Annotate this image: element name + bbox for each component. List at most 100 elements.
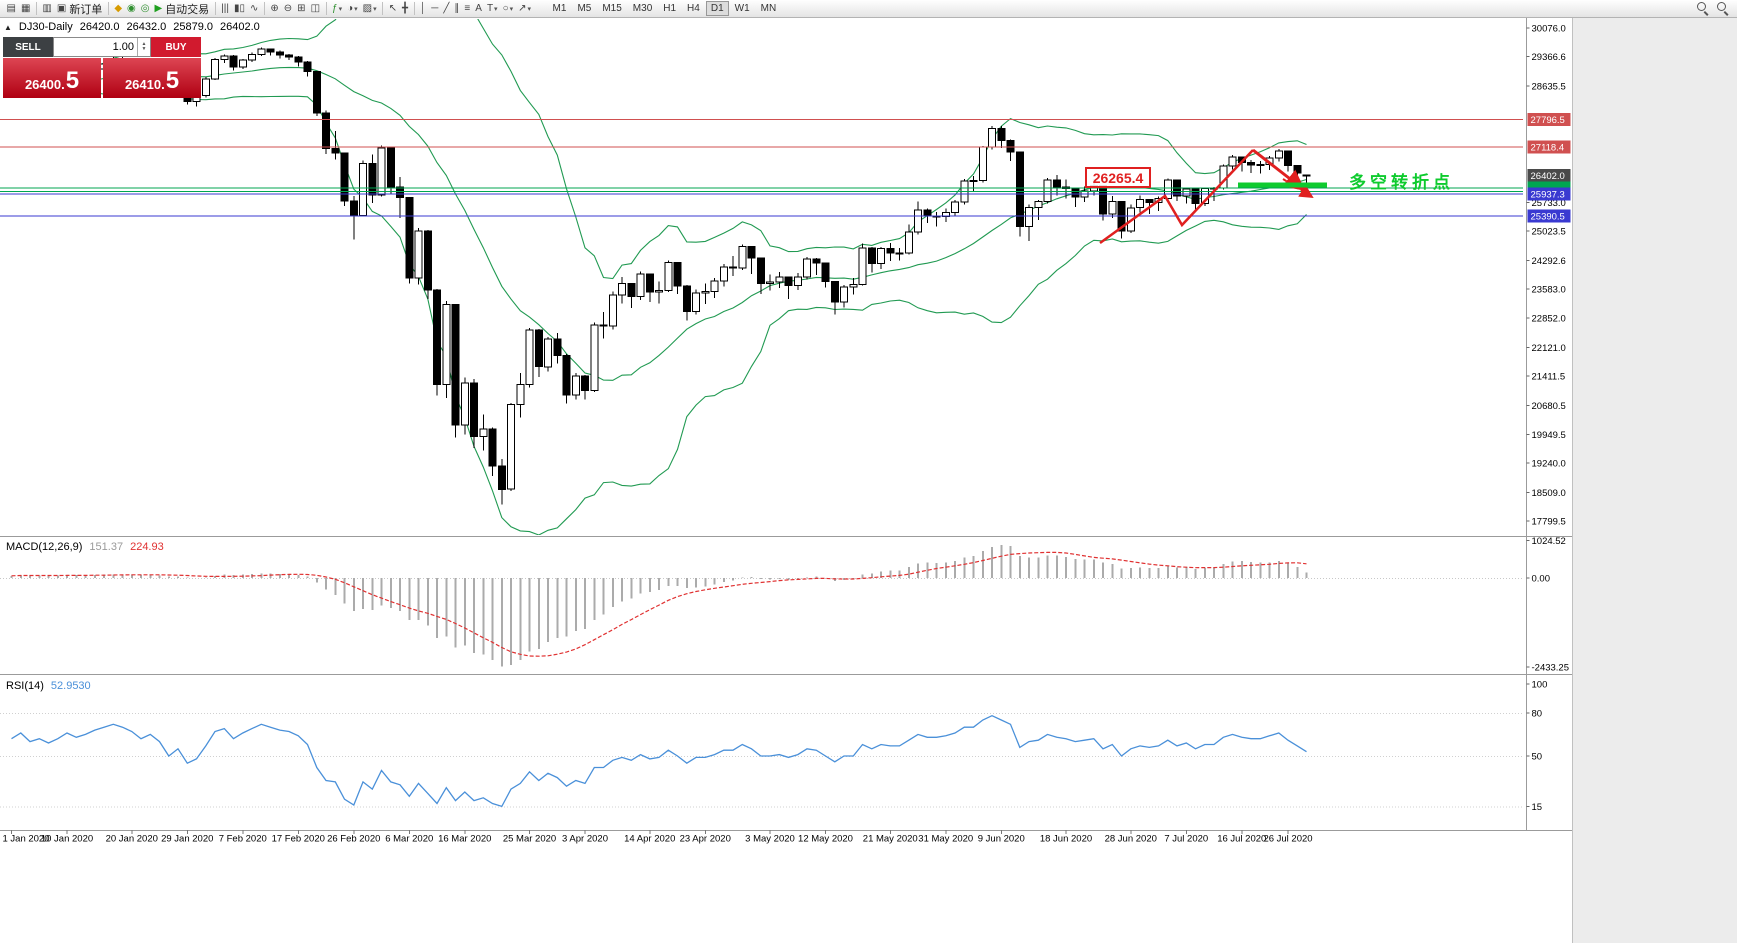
timeframe-m5[interactable]: M5 — [577, 3, 592, 14]
candlestick-series — [7, 47, 1311, 505]
panel-collapse-toggle[interactable]: ▲ — [4, 22, 12, 32]
y-axis-label: 19949.5 — [1532, 430, 1566, 441]
y-axis-label: 19240.0 — [1532, 459, 1566, 470]
stepper-down-icon[interactable]: ▼ — [141, 46, 147, 52]
ohlc-high: 26432.0 — [126, 21, 167, 33]
turning-point-label: 多空转折点 — [1349, 173, 1454, 192]
x-axis-label: 7 Jul 2020 — [1164, 834, 1208, 845]
bar-chart-type-icon[interactable]: ||| — [221, 2, 229, 14]
x-axis-label: 31 May 2020 — [918, 834, 973, 845]
crosshair-icon[interactable]: ╋ — [402, 2, 409, 14]
fibonacci-icon[interactable]: ≡ — [464, 2, 471, 14]
x-axis-label: 17 Feb 2020 — [272, 834, 325, 845]
line-chart-type-icon[interactable]: ∿ — [250, 2, 259, 14]
ohlc-close: 26402.0 — [220, 21, 260, 33]
y-axis-label: 22852.0 — [1532, 314, 1566, 325]
toolbar-separator — [325, 2, 327, 15]
arrows-icon[interactable]: ↗ ▾ — [518, 2, 532, 14]
text-icon[interactable]: A — [475, 2, 482, 14]
y-axis-label: 30076.0 — [1532, 24, 1566, 35]
toolbar-separator — [382, 2, 384, 15]
one-click-trading-panel: SELL 1.00 ▲ ▼ BUY 26400. 5 26410. 5 — [3, 37, 201, 98]
periods-icon[interactable]: ◑ ▾ — [347, 2, 358, 14]
macd-indicator-label: MACD(12,26,9) 151.37 224.93 — [6, 541, 164, 553]
x-axis-label: 7 Feb 2020 — [219, 834, 267, 845]
templates-icon[interactable]: ▨ ▾ — [362, 2, 377, 14]
dashed-arrow — [1282, 178, 1314, 199]
timeframe-mn[interactable]: MN — [760, 3, 777, 14]
toolbar-right — [1697, 2, 1733, 15]
y-axis-label: 22121.0 — [1532, 343, 1566, 354]
buy-price-button[interactable]: 26410. 5 — [103, 58, 201, 98]
buy-price: 26410. — [124, 77, 165, 92]
trendline-icon[interactable]: ╱ — [443, 2, 450, 14]
price-annotation: 26265.4 — [1085, 167, 1151, 188]
vertical-line-icon[interactable]: │ — [420, 2, 427, 14]
x-axis-label: 1 Jan 2020 — [2, 834, 49, 845]
volume-input[interactable]: 1.00 ▲ ▼ — [53, 37, 151, 57]
zoom-out-icon[interactable]: ⊖ — [283, 2, 293, 14]
x-axis-label: 20 Jan 2020 — [106, 834, 158, 845]
y-axis-label: 29366.6 — [1532, 52, 1566, 63]
x-axis-label: 26 Feb 2020 — [327, 834, 380, 845]
candlestick-type-icon[interactable]: ▮▯ — [233, 2, 245, 14]
indicators-icon[interactable]: ƒ ▾ — [332, 2, 343, 14]
market-watch-icon[interactable]: ▥ — [42, 2, 52, 14]
timeframe-h4[interactable]: H4 — [687, 3, 700, 14]
new-chart-icon[interactable]: ▤ — [6, 2, 16, 14]
global-variables-icon[interactable]: ◉ — [127, 2, 136, 14]
timeframe-w1[interactable]: W1 — [734, 3, 750, 14]
svg-text:27118.4: 27118.4 — [1531, 142, 1565, 153]
bollinger-upper-band — [10, 19, 1307, 280]
sell-price-button[interactable]: 26400. 5 — [3, 58, 101, 98]
new-order-button[interactable]: ▣ 新订单 — [56, 2, 103, 16]
volume-stepper[interactable]: ▲ ▼ — [137, 38, 150, 56]
y-axis-label: 23583.0 — [1532, 284, 1566, 295]
timeframe-h1[interactable]: H1 — [663, 3, 677, 14]
sell-price-pips: 5 — [65, 67, 80, 94]
label-icon[interactable]: T ▾ — [486, 2, 498, 14]
macd-main-value: 151.37 — [89, 541, 124, 553]
rsi-scale-label: 15 — [1532, 802, 1543, 813]
trend-zigzag-arrow — [1099, 149, 1254, 245]
timeframe-group: M1 M5 M15 M30 H1 H4 D1 W1 MN — [548, 1, 782, 16]
magnifier-minus-icon[interactable] — [1717, 2, 1730, 15]
x-axis-label: 25 Mar 2020 — [503, 834, 556, 845]
macd-signal-value: 224.93 — [130, 541, 164, 553]
zoom-in-icon[interactable]: ⊕ — [270, 2, 279, 14]
timeframe-m1[interactable]: M1 — [552, 3, 567, 14]
metaeditor-icon[interactable]: ◎ — [140, 2, 150, 14]
tile-windows-icon[interactable]: ◫ — [310, 2, 321, 14]
macd-scale-label: 1024.52 — [1532, 536, 1566, 547]
volume-value[interactable]: 1.00 — [112, 41, 134, 53]
shapes-icon[interactable]: ○ ▾ — [502, 2, 514, 14]
y-axis-label: 24292.6 — [1532, 256, 1566, 267]
chart-background[interactable] — [0, 18, 1572, 943]
history-center-icon[interactable]: ◆ — [114, 2, 123, 14]
macd-signal-line — [11, 551, 1307, 657]
buy-price-pips: 5 — [165, 67, 180, 94]
grid-icon[interactable]: ⊞ — [297, 2, 306, 14]
macd-scale-label: 0.00 — [1532, 574, 1551, 585]
rsi-scale-label: 50 — [1532, 752, 1543, 763]
y-axis-label: 25023.5 — [1532, 226, 1566, 237]
buy-tab[interactable]: BUY — [151, 37, 201, 57]
profiles-icon[interactable]: ▦ — [20, 2, 31, 14]
cursor-icon[interactable]: ↖ — [388, 2, 398, 14]
y-axis-label: 20680.5 — [1532, 401, 1566, 412]
timeframe-m30[interactable]: M30 — [632, 3, 653, 14]
svg-text:27796.5: 27796.5 — [1531, 115, 1565, 126]
timeframe-m15[interactable]: M15 — [602, 3, 622, 14]
y-axis-label: 17799.5 — [1532, 517, 1566, 528]
horizontal-line-icon[interactable]: ─ — [431, 2, 439, 14]
timeframe-d1[interactable]: D1 — [705, 1, 729, 16]
x-axis-label: 26 Jul 2020 — [1263, 834, 1312, 845]
stepper-up-icon[interactable]: ▲ — [141, 41, 147, 47]
magnifier-plus-icon[interactable] — [1697, 2, 1710, 15]
price-line-badge: 25390.5 — [1527, 209, 1571, 223]
channel-icon[interactable]: ∥ — [454, 2, 460, 14]
autotrading-button[interactable]: ▶ 自动交易 — [154, 2, 210, 16]
sell-tab[interactable]: SELL — [3, 37, 53, 57]
